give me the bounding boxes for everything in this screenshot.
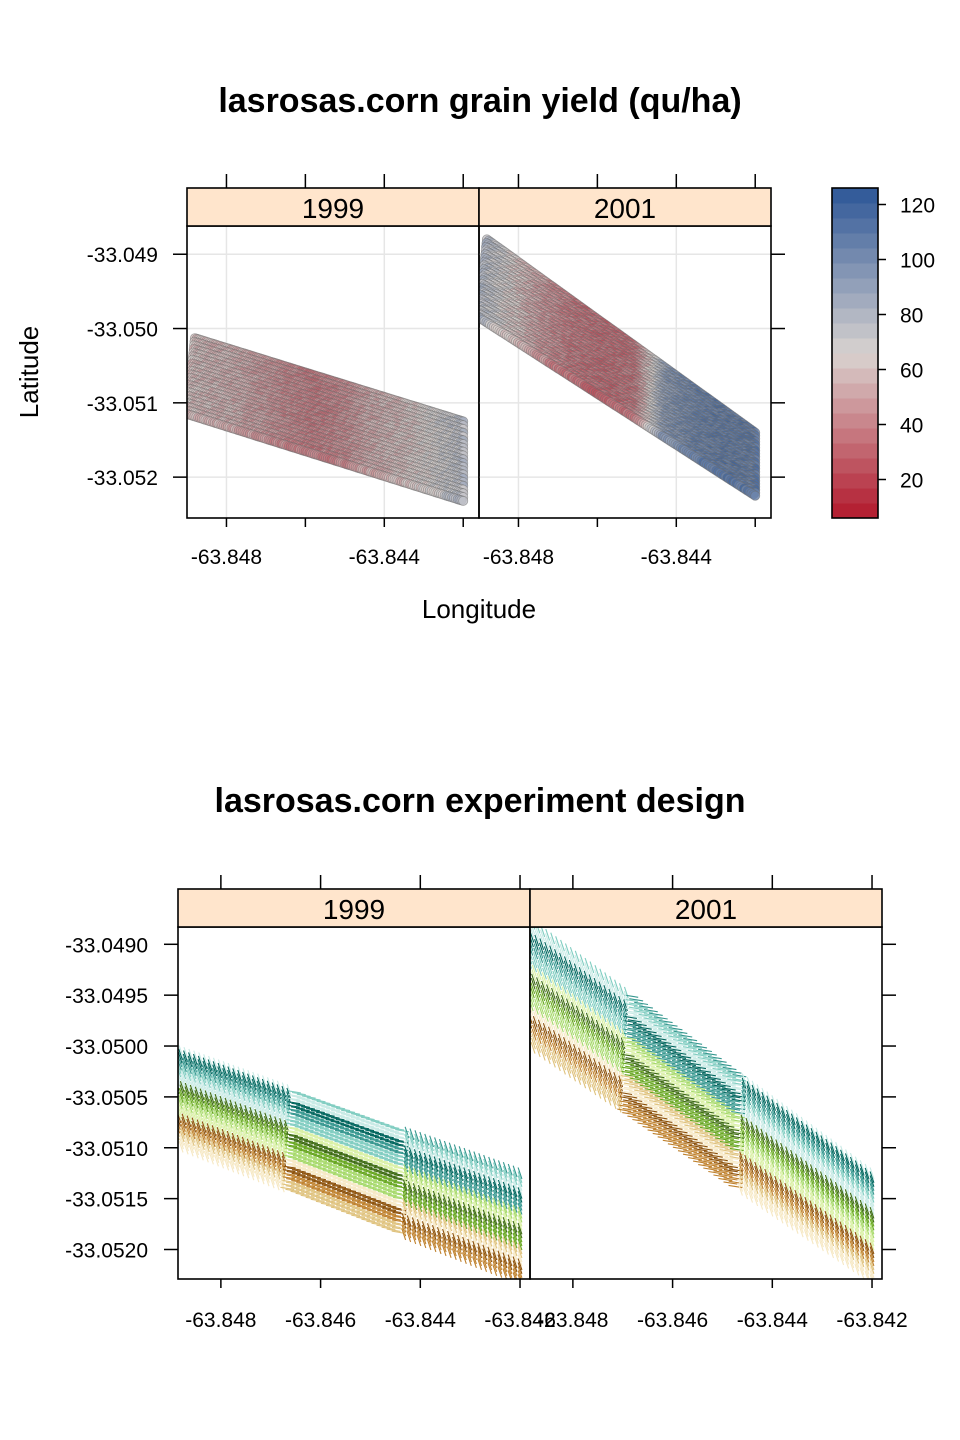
chart1-panel-1999-points [187,333,469,506]
chart1-title: lasrosas.corn grain yield (qu/ha) [218,82,741,120]
chart1-yield-point [458,495,469,506]
chart1-panel-1999: 1999 [186,187,480,519]
chart1-panel-2001: 2001 [478,187,772,519]
chart1-strip-1999 [186,187,480,227]
chart1-strip-1999-label: 1999 [302,193,364,224]
chart1-panel-2001-points [479,234,761,501]
